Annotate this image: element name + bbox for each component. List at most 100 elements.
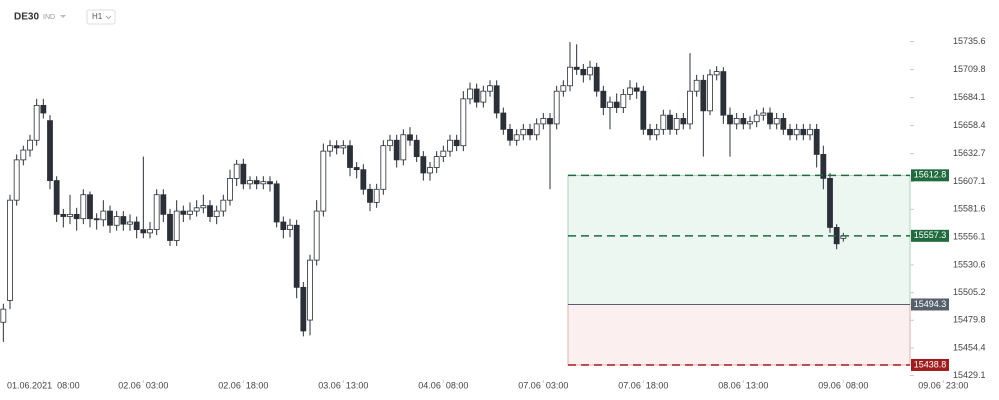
- candle-body: [60, 213, 67, 217]
- x-tick-label: 07.06 03:00: [518, 380, 568, 390]
- loss-zone: [567, 304, 911, 366]
- candle-body: [800, 128, 807, 136]
- y-tick-label: 15454.4: [953, 342, 986, 352]
- candle-body: [687, 90, 693, 125]
- candle-body: [313, 210, 320, 261]
- candle-body: [233, 163, 240, 179]
- candle-body: [560, 85, 567, 92]
- candle-body: [107, 210, 113, 226]
- x-tick-label: 04.06 08:00: [418, 380, 468, 390]
- candle-body: [720, 71, 727, 116]
- candle-body: [727, 114, 733, 125]
- candle-body: [487, 85, 493, 92]
- y-tick-label: 15607.1: [953, 176, 986, 186]
- level-label: 15612.8: [914, 170, 947, 180]
- candle-body: [500, 112, 507, 130]
- candle-body: [427, 167, 433, 174]
- candle-body: [300, 286, 307, 332]
- candle-body: [507, 128, 513, 141]
- candle-body: [253, 180, 260, 185]
- candle-body: [127, 221, 133, 225]
- candle-body: [747, 121, 753, 125]
- candle-body: [413, 139, 420, 157]
- x-tick-label: 03.06 13:00: [318, 380, 368, 390]
- candle-body: [513, 134, 520, 141]
- x-tick-label: 01.06.2021 08:00: [7, 380, 80, 390]
- candle-body: [180, 210, 187, 215]
- candle-body: [527, 128, 533, 136]
- x-tick-label: 08.06 13:00: [718, 380, 768, 390]
- candle-body: [707, 74, 713, 112]
- x-tick-label: 02.06 03:00: [118, 380, 168, 390]
- candle-body: [160, 194, 167, 215]
- candle-body: [580, 69, 587, 76]
- candle-body: [387, 139, 393, 147]
- candle-body: [760, 112, 767, 116]
- candle-body: [733, 118, 740, 125]
- candle-body: [120, 216, 127, 225]
- candle-body: [67, 213, 73, 217]
- level-label-box: [911, 358, 949, 371]
- y-tick-label: 15658.4: [953, 120, 986, 130]
- x-tick-label: 07.06 18:00: [618, 380, 668, 390]
- timeframe-button[interactable]: [86, 9, 116, 25]
- candle-body: [100, 210, 107, 221]
- candle-body: [400, 134, 407, 161]
- y-tick-label: 15684.1: [953, 92, 986, 102]
- candle-body: [147, 229, 153, 234]
- candle-body: [133, 221, 140, 231]
- candle-body: [813, 128, 820, 155]
- symbol[interactable]: DE30: [14, 12, 39, 23]
- candle-body: [207, 205, 213, 217]
- x-tick-label: 09.06 23:00: [918, 380, 968, 390]
- candle-body: [93, 218, 100, 221]
- candle-body: [33, 104, 40, 141]
- candle-body: [260, 181, 267, 185]
- candle-body: [773, 118, 780, 125]
- candle-body: [620, 94, 627, 108]
- candle-body: [753, 114, 760, 123]
- candle-body: [647, 128, 653, 136]
- candle-body: [567, 66, 573, 87]
- candle-body: [607, 101, 613, 108]
- level-label: 15438.8: [914, 359, 947, 369]
- candle-body: [367, 188, 373, 203]
- candle-body: [593, 66, 600, 92]
- candle-body: [280, 221, 287, 231]
- candle-body: [460, 98, 467, 147]
- instrument-type: IND: [43, 14, 55, 21]
- candle-body: [433, 156, 440, 168]
- candle-body: [193, 207, 200, 212]
- candle-body: [293, 224, 300, 288]
- candle-body: [87, 194, 93, 220]
- candle-body: [693, 79, 700, 92]
- timeframe[interactable]: H1: [92, 12, 103, 21]
- candle-body: [480, 90, 487, 103]
- candle-body: [447, 139, 453, 152]
- candle-body: [0, 308, 7, 323]
- y-tick-label: 15632.7: [953, 148, 986, 158]
- candle-body: [613, 101, 620, 108]
- candle-body: [633, 87, 640, 92]
- candle-body: [713, 71, 720, 76]
- candle-body: [440, 150, 447, 157]
- candle-body: [80, 194, 87, 220]
- candle-body: [153, 194, 160, 231]
- candle-body: [213, 210, 220, 217]
- y-tick-label: 15556.1: [953, 232, 986, 242]
- candle-body: [533, 123, 540, 136]
- candle-body: [667, 114, 673, 130]
- candle-body: [540, 118, 547, 125]
- candle-body: [380, 145, 387, 190]
- candle-body: [547, 118, 553, 125]
- candle-body: [680, 118, 687, 125]
- candle-body: [273, 183, 280, 223]
- x-tick-label: 02.06 18:00: [218, 380, 268, 390]
- candle-body: [700, 79, 707, 112]
- candle-body: [573, 66, 580, 70]
- symbol-dropdown[interactable]: [60, 15, 66, 18]
- candle-body: [40, 104, 47, 114]
- candle-body: [587, 66, 593, 76]
- level-label-box: [911, 229, 949, 242]
